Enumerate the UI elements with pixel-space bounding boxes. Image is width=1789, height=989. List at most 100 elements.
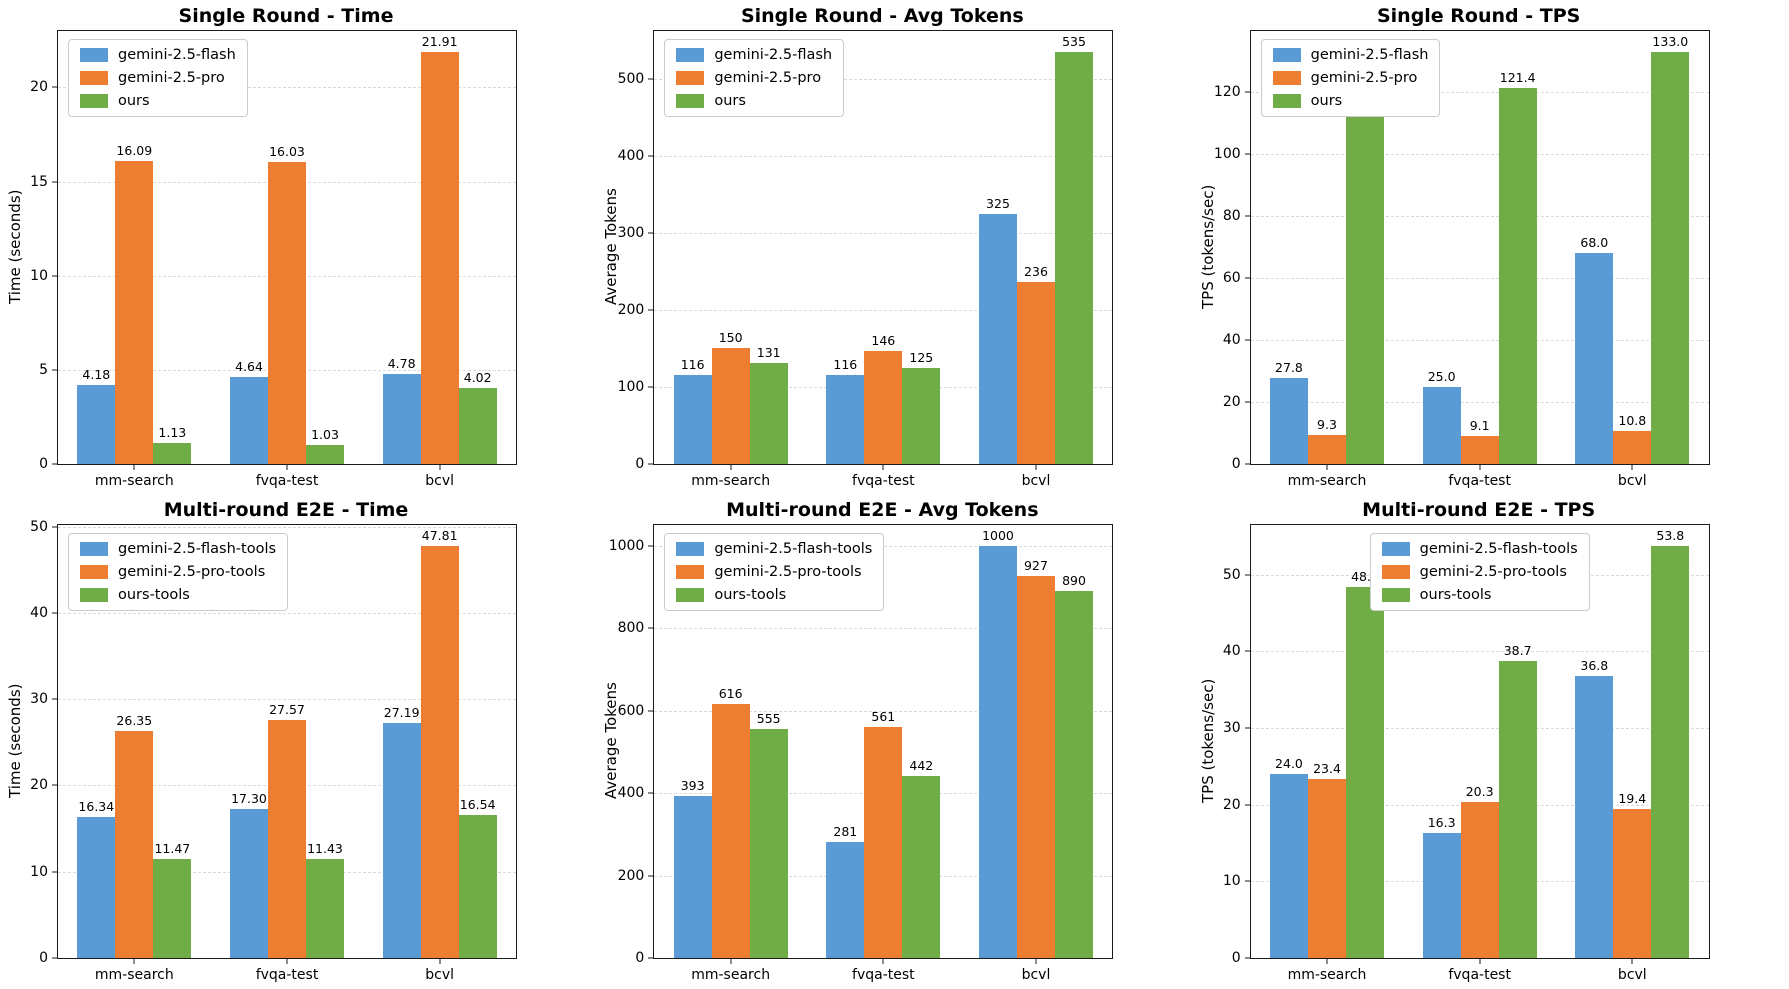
legend-item: gemini-2.5-pro xyxy=(1272,70,1429,86)
legend-label: gemini-2.5-flash-tools xyxy=(1419,541,1578,557)
chart-single-round-avg-tokens: Single Round - Avg Tokens Average Tokens 0… xyxy=(596,0,1192,494)
legend-item: ours xyxy=(676,93,832,109)
y-tick-label: 100 xyxy=(1213,146,1241,163)
bar-ours-mm-search xyxy=(1345,104,1384,464)
bar-ours-tools-mm-search xyxy=(153,859,192,958)
y-tick-label: 60 xyxy=(1222,270,1241,287)
x-tick-mark xyxy=(1035,465,1037,470)
bar-gemini-2.5-flash-tools-mm-search xyxy=(1269,774,1308,958)
y-tick-mark xyxy=(648,957,654,959)
bar-ours-mm-search xyxy=(749,363,788,464)
y-axis-label: Average Tokens xyxy=(602,188,621,305)
legend-swatch-icon xyxy=(1381,588,1410,602)
y-axis-label: Time (seconds) xyxy=(6,683,24,798)
y-tick-mark xyxy=(1244,463,1250,465)
bar-gemini-2.5-flash-tools-fvqa-test xyxy=(826,842,865,958)
chart-title: Single Round - Avg Tokens xyxy=(740,5,1024,27)
bar-value-label: 19.4 xyxy=(1618,791,1647,807)
legend-item: ours-tools xyxy=(1381,587,1578,603)
chart-multi-round-e2e-tps: Multi-round E2E - TPS TPS (tokens/sec) 0 10… xyxy=(1193,494,1789,989)
gridline xyxy=(1250,278,1709,280)
y-tick-label: 1000 xyxy=(608,537,645,554)
x-tick-label: fvqa-test xyxy=(1448,967,1511,983)
y-tick-mark xyxy=(648,710,654,712)
x-tick-label: bcvl xyxy=(1617,473,1647,489)
y-tick-mark xyxy=(52,275,57,277)
legend-swatch-icon xyxy=(676,542,705,556)
plot-area: 0 100 200 300 400 500 116 150 131 mm-search 116 146… xyxy=(618,30,1114,489)
bar-gemini-2.5-flash-mm-search xyxy=(673,374,712,464)
gridline xyxy=(1250,340,1709,342)
y-tick-label: 20 xyxy=(30,777,48,794)
bar-ours-bcvl xyxy=(458,388,497,464)
y-tick-label: 200 xyxy=(617,301,645,318)
y-tick-mark xyxy=(1244,339,1250,341)
y-axis-label: TPS (tokens/sec) xyxy=(1198,678,1217,803)
bar-value-label: 236 xyxy=(1024,264,1048,280)
plot-area: 0 5 10 15 20 4.18 16.09 1.13 mm-search 4.64 16.03 1… xyxy=(30,30,517,489)
bar-value-label: 561 xyxy=(871,708,896,724)
y-tick-label: 10 xyxy=(30,267,48,284)
y-tick-mark xyxy=(1244,153,1250,155)
y-tick-mark xyxy=(648,792,654,794)
bar-value-label: 27.19 xyxy=(383,705,420,721)
y-tick-mark xyxy=(52,784,57,786)
bar-gemini-2.5-pro-tools-bcvl xyxy=(420,545,459,958)
y-tick-mark xyxy=(52,86,57,88)
bar-value-label: 393 xyxy=(680,777,705,793)
bar-value-label: 36.8 xyxy=(1580,657,1609,673)
bar-ours-bcvl xyxy=(1651,51,1690,464)
y-tick-mark xyxy=(648,627,654,629)
legend: gemini-2.5-flash-tools gemini-2.5-pro-too… xyxy=(68,533,289,611)
x-tick-mark xyxy=(882,465,884,470)
bar-value-label: 16.3 xyxy=(1427,815,1456,831)
legend-swatch-icon xyxy=(80,588,108,602)
bar-value-label: 4.78 xyxy=(387,356,416,372)
bar-gemini-2.5-flash-tools-mm-search xyxy=(673,795,712,958)
legend-item: gemini-2.5-flash-tools xyxy=(1381,541,1578,557)
gridline xyxy=(654,78,1113,80)
bar-value-label: 4.02 xyxy=(463,370,492,386)
y-tick-label: 50 xyxy=(30,518,48,535)
gridline xyxy=(1250,402,1709,403)
legend-label: gemini-2.5-pro xyxy=(1310,70,1418,86)
gridline xyxy=(1250,216,1709,218)
legend-label: ours-tools xyxy=(714,587,787,603)
bar-value-label: 125 xyxy=(909,349,934,365)
y-tick-mark xyxy=(52,871,57,873)
y-axis-label: Average Tokens xyxy=(602,682,621,799)
bar-gemini-2.5-flash-fvqa-test xyxy=(1422,386,1461,464)
bar-value-label: 17.30 xyxy=(231,790,267,806)
y-tick-label: 600 xyxy=(617,702,645,719)
x-tick-label: mm-search xyxy=(1287,967,1367,983)
bar-gemini-2.5-flash-mm-search xyxy=(77,385,116,464)
y-tick-mark xyxy=(52,957,57,959)
bar-gemini-2.5-pro-fvqa-test xyxy=(1460,435,1499,464)
y-tick-mark xyxy=(52,463,57,465)
legend: gemini-2.5-flash gemini-2.5-pro ours xyxy=(68,39,248,117)
bar-value-label: 9.3 xyxy=(1317,417,1337,433)
bar-ours-mm-search xyxy=(153,442,192,464)
legend-swatch-icon xyxy=(80,48,108,62)
plot-area: 0 10 20 30 40 50 16.34 26.35 11.47 mm-search 17.30… xyxy=(30,519,517,983)
legend: gemini-2.5-flash-tools gemini-2.5-pro-too… xyxy=(664,533,885,611)
bar-value-label: 25.0 xyxy=(1427,368,1456,384)
bar-gemini-2.5-pro-bcvl xyxy=(420,51,459,464)
x-tick-mark xyxy=(1479,465,1481,470)
bar-value-label: 38.7 xyxy=(1503,643,1532,659)
legend-label: ours xyxy=(118,93,150,109)
y-tick-mark xyxy=(52,181,57,183)
legend-item: gemini-2.5-flash xyxy=(80,47,236,63)
x-tick-mark xyxy=(286,959,288,964)
legend: gemini-2.5-flash-tools gemini-2.5-pro-too… xyxy=(1369,533,1590,611)
bar-gemini-2.5-flash-tools-fvqa-test xyxy=(1422,833,1461,958)
y-tick-label: 80 xyxy=(1222,208,1241,225)
bar-gemini-2.5-flash-bcvl xyxy=(382,374,421,464)
bar-value-label: 16.34 xyxy=(78,799,115,815)
x-tick-label: mm-search xyxy=(94,473,174,489)
y-tick-mark xyxy=(648,309,654,311)
legend-item: gemini-2.5-pro xyxy=(80,70,236,86)
chart-single-round-tps: Single Round - TPS TPS (tokens/sec) 0 20 40 6… xyxy=(1193,0,1789,494)
gridline xyxy=(654,232,1113,234)
bar-gemini-2.5-pro-mm-search xyxy=(1307,435,1346,464)
